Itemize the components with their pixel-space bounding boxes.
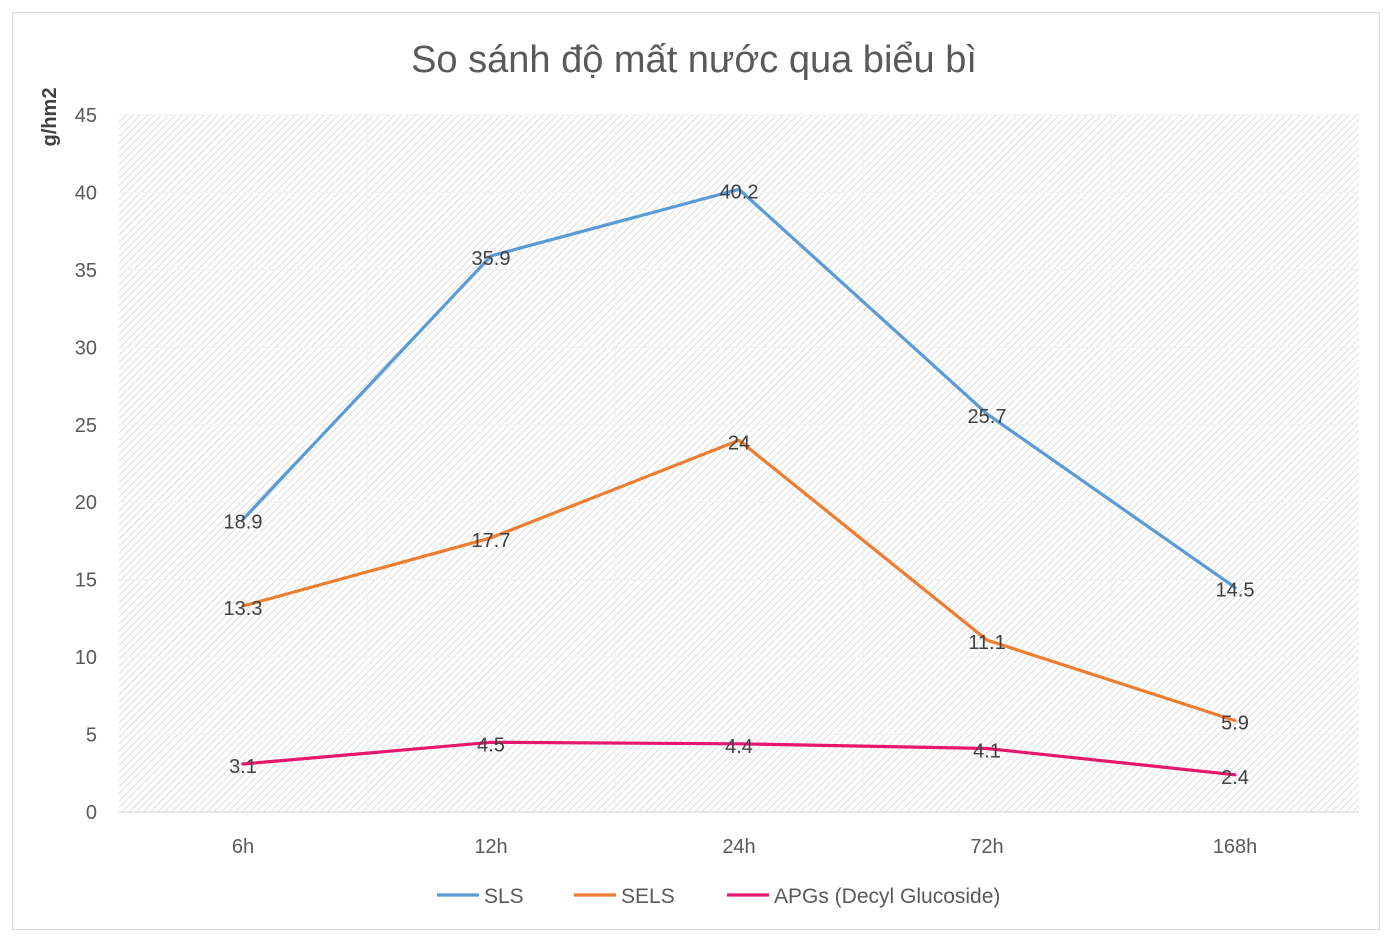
y-tick-label: 0 [86, 802, 97, 824]
data-label: 14.5 [1216, 579, 1255, 601]
y-axis-ticks: 0 5 10 15 20 25 30 35 40 45 [75, 105, 97, 824]
data-label: 3.1 [229, 756, 257, 778]
series-lines [241, 187, 1237, 777]
y-tick-label: 45 [75, 105, 97, 127]
data-label: 40.2 [720, 181, 759, 203]
series-line [241, 438, 1237, 723]
data-label: 18.9 [224, 511, 263, 533]
data-label: 2.4 [1221, 767, 1249, 789]
grid-lines [119, 114, 1359, 813]
y-tick-label: 10 [75, 647, 97, 669]
data-label: 25.7 [968, 406, 1007, 428]
y-tick-label: 20 [75, 492, 97, 514]
data-label: 35.9 [472, 248, 511, 270]
x-axis-ticks: 6h 12h 24h 72h 168h [232, 836, 1257, 858]
y-tick-label: 40 [75, 182, 97, 204]
legend-label: APGs (Decyl Glucoside) [774, 885, 1000, 908]
x-tick-label: 168h [1213, 836, 1258, 858]
data-label: 24 [728, 432, 750, 454]
series-line [241, 187, 1237, 590]
legend-label: SELS [621, 885, 675, 908]
x-tick-label: 72h [970, 836, 1003, 858]
series-line [241, 740, 1237, 777]
x-tick-label: 12h [474, 836, 507, 858]
data-label: 11.1 [968, 632, 1005, 654]
data-label: 4.4 [725, 736, 753, 758]
x-tick-label: 6h [232, 836, 254, 858]
data-label: 4.1 [973, 740, 1001, 762]
data-label: 13.3 [224, 598, 263, 620]
y-axis-label: g/hm2 [39, 88, 61, 147]
data-labels: 18.9 35.9 40.2 25.7 14.5 13.3 17.7 24 11.1 5.9 3.1… [224, 181, 1255, 788]
legend-label: SLS [484, 885, 524, 908]
data-label: 17.7 [472, 530, 511, 552]
plot-area [119, 115, 1359, 812]
y-tick-label: 30 [75, 337, 97, 359]
legend: SLS SELS APGs (Decyl Glucoside) [437, 885, 1000, 908]
y-tick-label: 5 [86, 725, 97, 747]
y-tick-label: 35 [75, 260, 97, 282]
chart-title: So sánh độ mất nước qua biểu bì [411, 39, 977, 81]
y-tick-label: 25 [75, 415, 97, 437]
data-label: 5.9 [1221, 713, 1249, 735]
y-tick-label: 15 [75, 570, 97, 592]
data-label: 4.5 [477, 734, 505, 756]
x-tick-label: 24h [722, 836, 755, 858]
